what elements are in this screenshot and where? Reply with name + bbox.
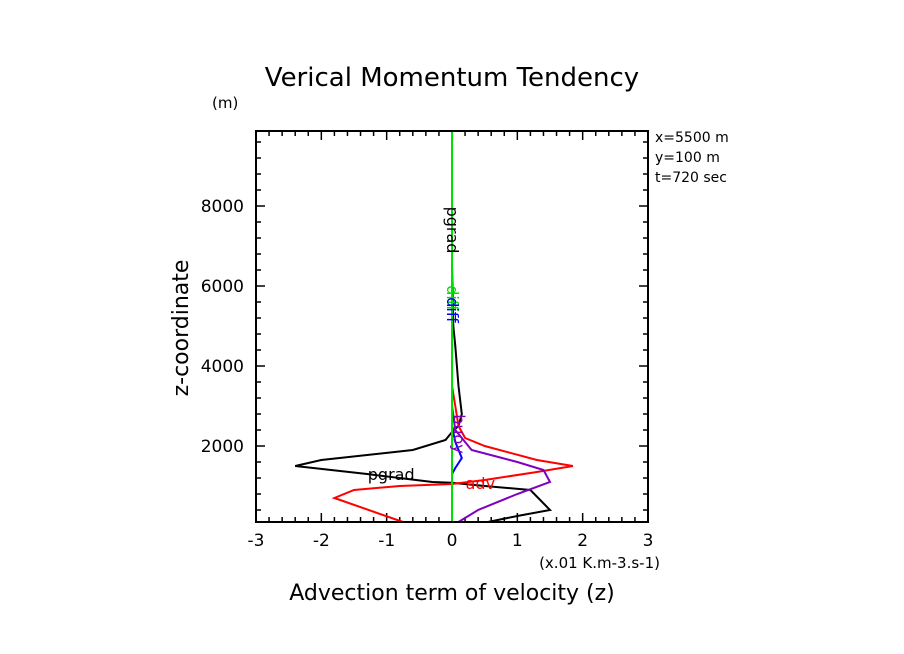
series-label-pgrad: pgrad <box>368 465 415 484</box>
x-tick-label: 1 <box>512 531 523 551</box>
info-t: t=720 sec <box>655 170 727 186</box>
x-axis-label: Advection term of velocity (z) <box>289 581 615 606</box>
series-label-diff: diff <box>443 297 462 324</box>
x-tick-label: -1 <box>378 531 395 551</box>
y-tick-label: 6000 <box>201 277 244 297</box>
series-line-adv <box>331 132 574 523</box>
x-tick-label: 2 <box>577 531 588 551</box>
x-tick-label: -2 <box>313 531 330 551</box>
chart-title: Verical Momentum Tendency <box>265 63 639 93</box>
series-group <box>294 132 574 523</box>
x-tick-label: 0 <box>447 531 458 551</box>
x-tick-label: -3 <box>248 531 265 551</box>
series-label-pgrad: pgrad <box>443 207 462 254</box>
plot-frame <box>255 130 649 523</box>
series-label-diff: diff <box>443 285 462 312</box>
y-axis-unit: (m) <box>212 94 238 112</box>
series-label-buoy: buoy <box>450 414 469 454</box>
axis-ticks: -3 -2 -1 0 1 2 3 2000 4000 6000 8000 <box>201 131 654 551</box>
series-label-adv: adv <box>466 474 495 493</box>
y-axis-label: z-coordinate <box>169 260 194 397</box>
series-line-pgrad <box>294 132 553 523</box>
info-x: x=5500 m <box>655 130 729 146</box>
x-axis-unit: (x.01 K.m-3.s-1) <box>539 554 660 572</box>
y-tick-label: 4000 <box>201 357 244 377</box>
y-tick-label: 2000 <box>201 437 244 457</box>
x-tick-label: 3 <box>643 531 654 551</box>
info-y: y=100 m <box>655 150 720 166</box>
y-tick-label: 8000 <box>201 197 244 217</box>
series-line-buoy <box>451 132 552 523</box>
